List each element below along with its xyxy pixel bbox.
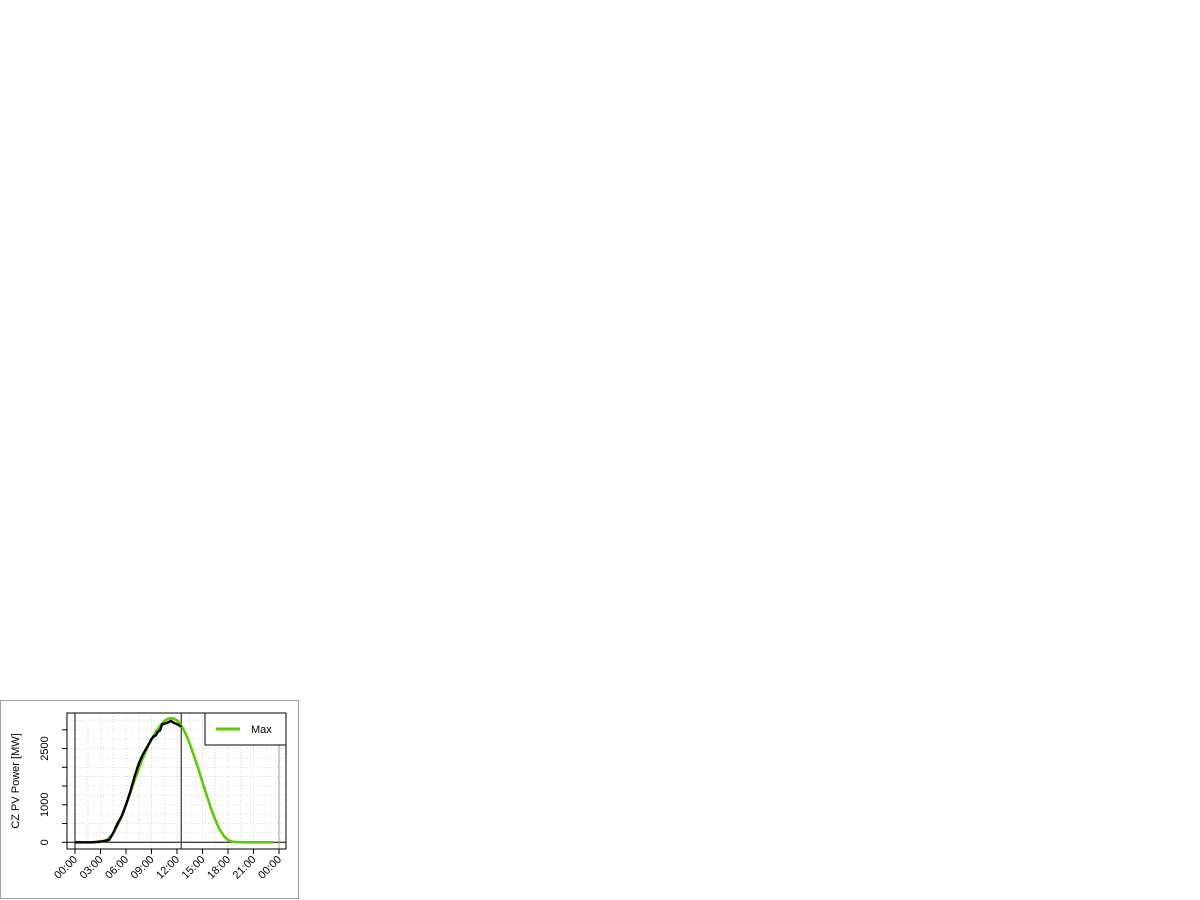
y-tick-label: 2500: [39, 736, 51, 760]
series-actual-line: [75, 719, 182, 844]
series-layer: [75, 716, 273, 844]
x-tick-label: 12:00: [154, 854, 182, 882]
y-axis: 0 1000 2500: [39, 729, 67, 845]
y-tick-label: 1000: [39, 793, 51, 817]
x-tick-label: 15:00: [180, 854, 208, 882]
x-tick-label: 18:00: [205, 854, 233, 882]
chart-frame: [0, 700, 299, 899]
legend-label-max: Max: [251, 724, 272, 736]
x-tick-label: 00:00: [52, 854, 80, 882]
x-tick-label: 21:00: [231, 854, 259, 882]
x-tick-label: 09:00: [129, 854, 157, 882]
x-tick-label: 06:00: [103, 854, 131, 882]
grid: [67, 713, 286, 849]
x-tick-label: 00:00: [256, 854, 284, 882]
x-tick-label: 03:00: [78, 854, 106, 882]
y-axis-label: CZ PV Power [MW]: [10, 733, 22, 828]
x-axis: 00:0003:0006:0009:0012:0015:0018:0021:00…: [52, 849, 284, 882]
y-tick-label: 0: [39, 839, 51, 845]
legend: Max: [204, 712, 287, 746]
